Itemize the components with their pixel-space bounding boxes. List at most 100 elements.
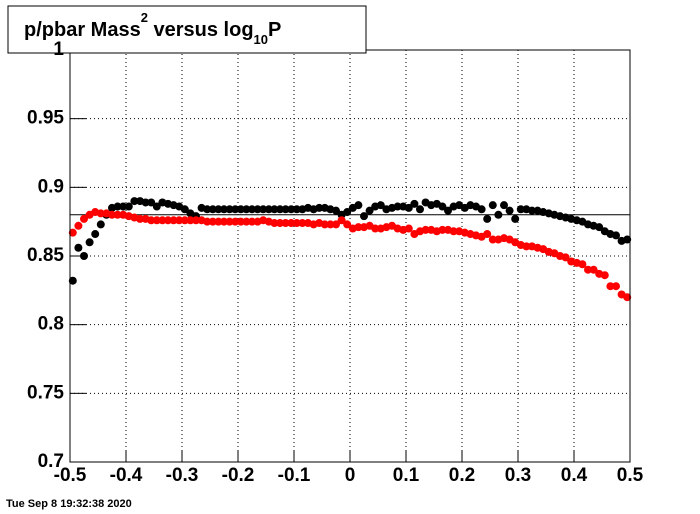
point — [208, 217, 217, 226]
point — [186, 216, 195, 225]
point — [511, 214, 520, 223]
point — [74, 221, 83, 230]
point — [612, 282, 620, 291]
point — [298, 219, 307, 228]
point — [147, 216, 156, 225]
point — [248, 217, 256, 226]
point — [595, 223, 604, 232]
point — [292, 205, 301, 214]
point — [438, 202, 447, 211]
point — [623, 293, 632, 302]
point — [483, 214, 492, 223]
point — [96, 209, 105, 218]
point — [108, 210, 116, 219]
point — [270, 205, 279, 214]
point — [259, 205, 268, 214]
point — [225, 205, 234, 214]
point — [343, 220, 352, 229]
point — [589, 265, 598, 274]
point — [208, 205, 217, 214]
point — [236, 205, 245, 214]
point — [80, 252, 88, 260]
point — [337, 216, 346, 225]
point — [85, 238, 94, 247]
point — [214, 217, 223, 226]
title-part: versus log — [148, 19, 254, 41]
point — [600, 271, 609, 280]
point — [584, 265, 592, 274]
point — [371, 224, 380, 233]
point — [343, 208, 352, 217]
point — [214, 205, 223, 214]
point — [248, 205, 256, 214]
point — [124, 202, 133, 211]
point — [376, 201, 385, 210]
point — [203, 217, 212, 226]
point — [528, 206, 536, 215]
point — [315, 203, 324, 212]
point — [276, 219, 284, 228]
y-tick-label: 0.8 — [38, 314, 64, 335]
point — [253, 205, 262, 214]
x-tick-label: -0.1 — [278, 465, 311, 486]
point — [192, 216, 200, 225]
title-sub: 10 — [254, 32, 268, 47]
y-tick-label: 0.7 — [38, 451, 64, 472]
point — [606, 282, 615, 291]
point — [136, 214, 144, 223]
footer-date: Tue Sep 8 19:32:38 2020 — [6, 498, 132, 510]
point — [180, 205, 189, 214]
point — [332, 220, 340, 229]
point — [231, 217, 240, 226]
point — [242, 217, 251, 226]
point — [287, 219, 296, 228]
point — [320, 220, 329, 229]
x-tick-label: 0 — [345, 465, 356, 486]
point — [561, 253, 570, 262]
point — [500, 201, 508, 210]
x-tick-label: 0.2 — [449, 465, 475, 486]
point — [612, 231, 620, 240]
y-tick-label: 1 — [53, 39, 64, 60]
point — [578, 260, 587, 269]
point — [444, 206, 452, 215]
point — [365, 206, 374, 215]
point — [404, 224, 413, 233]
x-tick-label: -0.2 — [222, 465, 255, 486]
x-tick-label: 0.4 — [561, 465, 588, 486]
point — [236, 217, 245, 226]
point — [281, 219, 290, 228]
point — [505, 206, 514, 215]
point — [623, 235, 632, 244]
point — [68, 276, 77, 285]
y-tick-label: 0.9 — [38, 176, 64, 197]
point — [152, 216, 161, 225]
point — [516, 205, 525, 214]
point — [74, 243, 83, 252]
point — [477, 205, 486, 214]
point — [91, 230, 100, 239]
x-tick-label: 0.1 — [393, 465, 420, 486]
point — [360, 212, 368, 221]
point — [220, 217, 228, 226]
point — [393, 202, 402, 211]
point — [276, 205, 284, 214]
chart-title: p/pbar Mass2 versus log10P — [24, 10, 281, 47]
point — [175, 216, 184, 225]
point — [270, 219, 279, 228]
point — [416, 205, 424, 214]
point — [292, 219, 301, 228]
point — [113, 210, 122, 219]
x-tick-label: 0.5 — [617, 465, 644, 486]
point — [180, 216, 189, 225]
point — [147, 198, 156, 207]
point — [483, 230, 492, 239]
point — [264, 205, 273, 214]
point — [203, 205, 212, 214]
point — [354, 223, 363, 232]
point — [438, 225, 447, 234]
point — [80, 214, 88, 223]
point — [281, 205, 290, 214]
